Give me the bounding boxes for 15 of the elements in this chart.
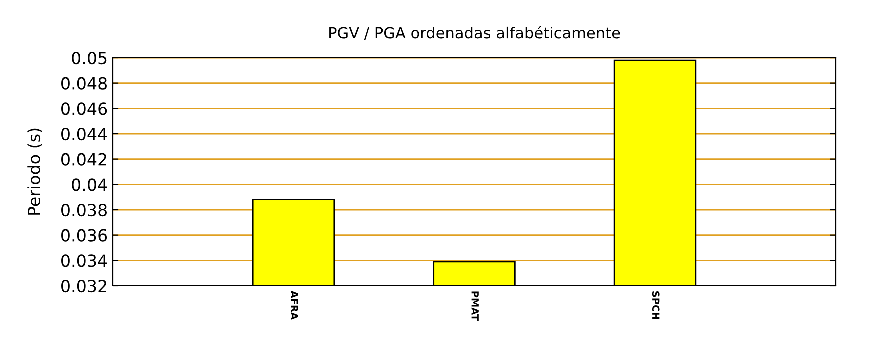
y-tick-label: 0.044 <box>62 128 108 141</box>
x-tick-label: PMAT <box>472 292 479 322</box>
y-axis-title: Periodo (s) <box>28 128 42 215</box>
y-tick-label: 0.05 <box>72 52 107 65</box>
y-tick-label: 0.046 <box>62 102 108 116</box>
x-tick-label: SPCH <box>652 292 660 320</box>
y-tick-label: 0.048 <box>62 77 107 90</box>
x-tick-label: AFRA <box>291 290 298 320</box>
y-tick-label: 0.04 <box>72 178 108 192</box>
y-tick-label: 0.038 <box>62 204 107 217</box>
chart-title: PGV / PGA ordenadas alfabéticamente <box>330 26 620 40</box>
y-tick-label: 0.032 <box>62 280 106 293</box>
y-tick-label: 0.036 <box>62 229 108 242</box>
y-tick-label: 0.042 <box>62 153 106 166</box>
y-tick-label: 0.034 <box>62 254 108 268</box>
